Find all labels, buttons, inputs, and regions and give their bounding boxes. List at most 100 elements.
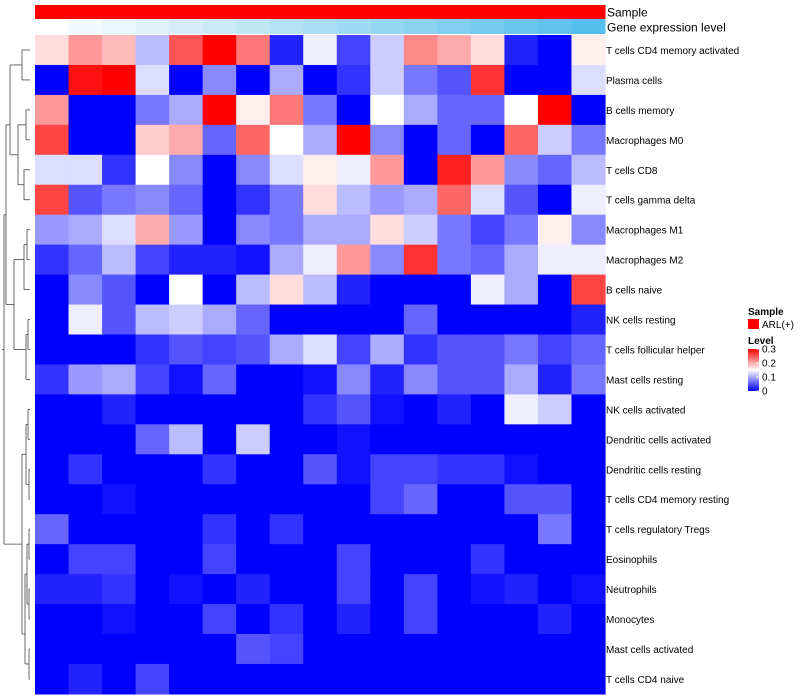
heatmap-cell [202, 304, 237, 336]
sample-annotation-cell [135, 5, 170, 19]
heatmap-cell [102, 663, 137, 695]
expression-annotation-cell [504, 19, 539, 34]
heatmap-cell [169, 214, 204, 246]
heatmap-cell [403, 484, 438, 515]
heatmap-cell [303, 214, 338, 246]
heatmap-cell [504, 214, 539, 246]
heatmap-cell [135, 424, 170, 455]
row-label: Dendritic cells resting [606, 465, 701, 476]
heatmap-cell [269, 184, 304, 216]
heatmap-cell [437, 124, 472, 156]
heatmap-cell [35, 484, 70, 515]
heatmap-cell [470, 514, 506, 545]
heatmap-cell [336, 604, 371, 635]
sample-annotation-cell [68, 5, 103, 19]
heatmap-cell [68, 574, 103, 605]
expression-annotation-cell [336, 19, 371, 34]
heatmap-cell [68, 424, 103, 455]
sample-annotation-cell [403, 5, 438, 19]
heatmap-cell [504, 334, 539, 366]
heatmap-cell [470, 544, 506, 575]
heatmap-cell [504, 364, 539, 395]
heatmap-cell [370, 364, 405, 395]
heatmap-cell [571, 484, 606, 515]
heatmap-cell [336, 394, 371, 425]
heatmap-cell [236, 274, 271, 306]
heatmap-cell [403, 244, 438, 276]
heatmap-cell [303, 484, 338, 515]
legend-sample-swatch [748, 319, 759, 329]
heatmap-cell [403, 454, 438, 485]
heatmap-cell [336, 544, 371, 575]
heatmap-cell [135, 514, 170, 545]
heatmap-cell [470, 184, 506, 216]
row-label: T cells follicular helper [606, 345, 705, 356]
legend-sample-entry: ARL(+) [762, 320, 794, 331]
heatmap-cell [35, 634, 70, 665]
heatmap-cell [236, 35, 271, 66]
heatmap-cell [470, 424, 506, 455]
heatmap-cell [102, 484, 137, 515]
heatmap-cell [202, 334, 237, 366]
heatmap-cell [303, 94, 338, 126]
heatmap-cell [370, 64, 405, 96]
heatmap-cell [370, 514, 405, 545]
heatmap-cell [35, 454, 70, 485]
heatmap-cell [437, 244, 472, 276]
heatmap-cell [336, 124, 371, 156]
heatmap-cell [169, 64, 204, 96]
heatmap-cell [269, 394, 304, 425]
heatmap-cell [68, 244, 103, 276]
heatmap-cell [236, 214, 271, 246]
heatmap-cell [303, 394, 338, 425]
heatmap-cell [470, 64, 506, 96]
heatmap-cell [269, 544, 304, 575]
heatmap-cell [269, 304, 304, 336]
heatmap-cell [336, 364, 371, 395]
heatmap-cell [102, 35, 137, 66]
heatmap-cell [303, 574, 338, 605]
heatmap-cell [135, 124, 170, 156]
heatmap-cell [236, 334, 271, 366]
row-label: Mast cells activated [606, 645, 693, 656]
heatmap-cell [403, 94, 438, 126]
heatmap-cell [202, 64, 237, 96]
row-label: Mast cells resting [606, 375, 683, 386]
expression-annotation-cell [169, 19, 204, 34]
heatmap-cell [504, 514, 539, 545]
heatmap-cell [403, 514, 438, 545]
heatmap-cell [303, 514, 338, 545]
heatmap-cell [437, 663, 472, 695]
heatmap-cell [35, 364, 70, 395]
heatmap-cell [571, 154, 606, 186]
annotation-label-gene-expression: Gene expression level [607, 21, 726, 35]
expression-annotation-cell [35, 19, 70, 34]
heatmap-cell [303, 634, 338, 665]
heatmap-cell [336, 424, 371, 455]
heatmap-cell [135, 574, 170, 605]
heatmap-cell [102, 574, 137, 605]
heatmap-cell [236, 514, 271, 545]
heatmap-cell [102, 94, 137, 126]
heatmap-cell [303, 364, 338, 395]
legend-color-bar [748, 349, 759, 391]
heatmap-cell [403, 214, 438, 246]
heatmap-cell [269, 334, 304, 366]
heatmap-cell [370, 124, 405, 156]
expression-annotation-cell [102, 19, 137, 34]
heatmap-cell [269, 94, 304, 126]
heatmap-cell [236, 94, 271, 126]
sample-annotation-cell [269, 5, 304, 19]
heatmap-cell [135, 634, 170, 665]
heatmap-cell [169, 154, 204, 186]
heatmap-cell [403, 394, 438, 425]
annotation-labels: Sample Gene expression level [607, 6, 726, 35]
heatmap-cell [102, 244, 137, 276]
row-label: T cells regulatory Tregs [606, 525, 710, 536]
heatmap-cell [571, 574, 606, 605]
heatmap-cell [336, 35, 371, 66]
heatmap-cell [571, 94, 606, 126]
heatmap-cell [102, 214, 137, 246]
heatmap-cell [470, 35, 506, 66]
heatmap-cell [437, 334, 472, 366]
